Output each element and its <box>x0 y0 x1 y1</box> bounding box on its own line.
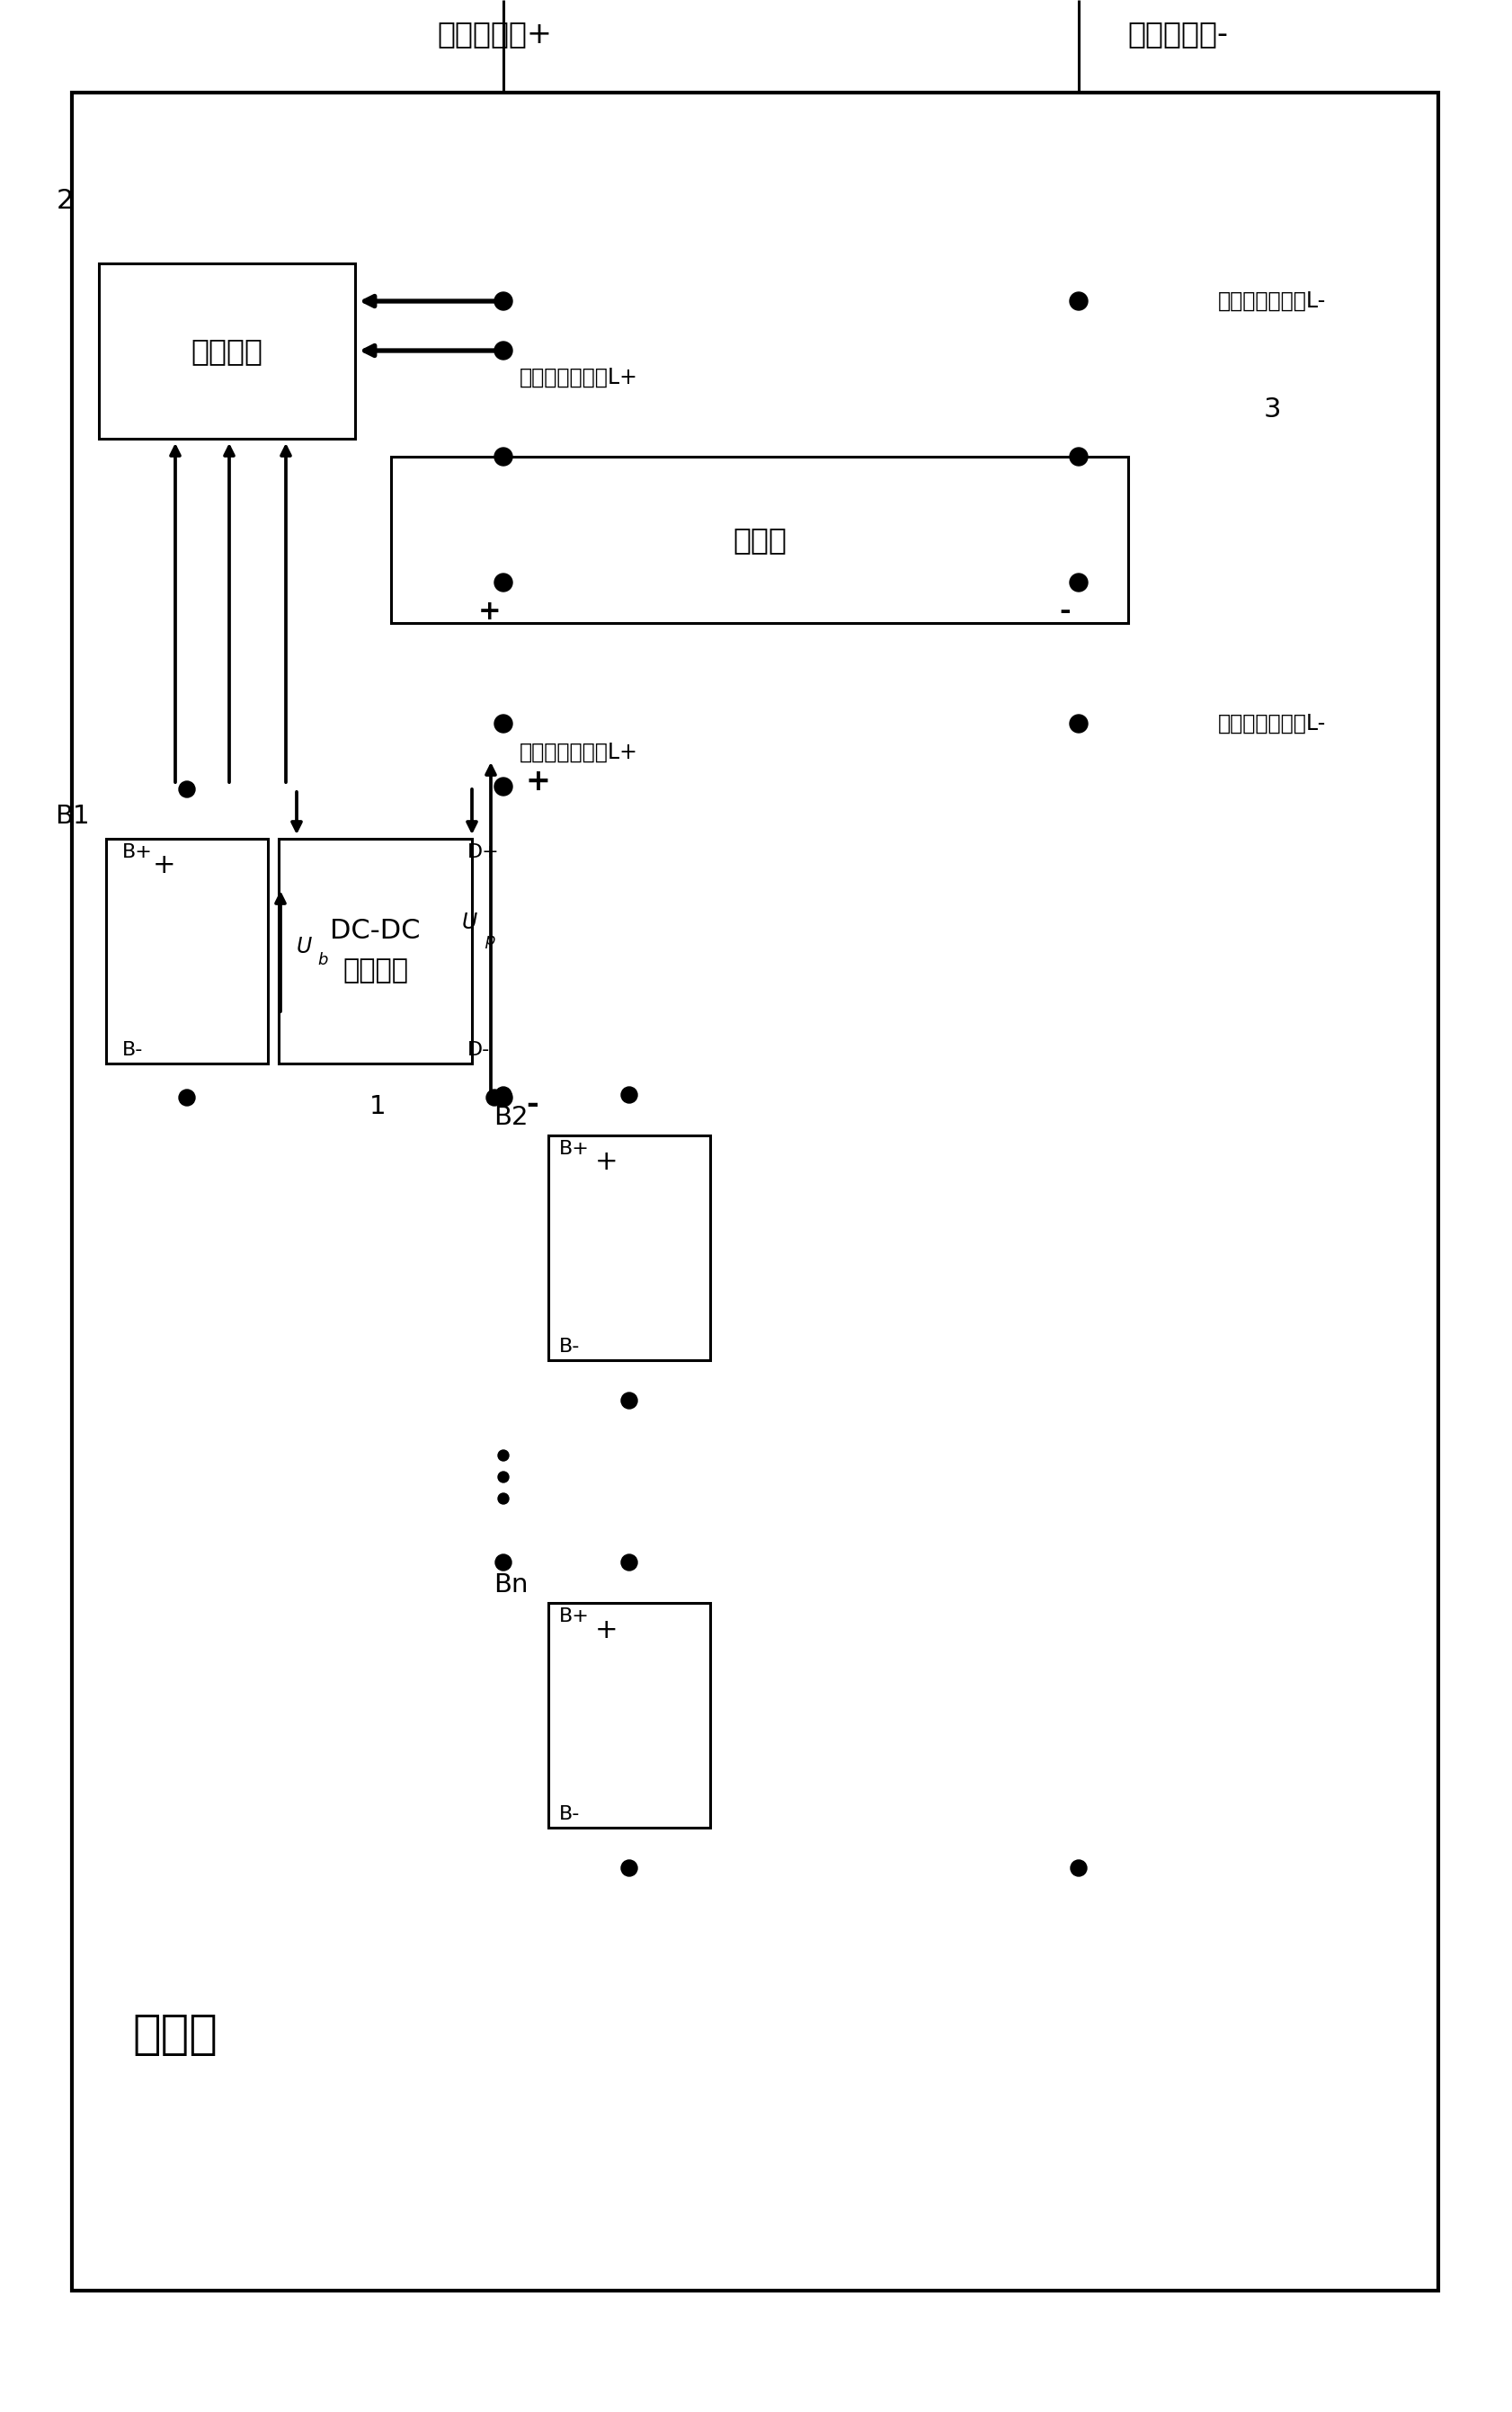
Text: 第一电压监测点L-: 第一电压监测点L- <box>1217 289 1326 311</box>
Text: 断路器: 断路器 <box>732 526 786 555</box>
Circle shape <box>178 781 195 798</box>
Text: 第一电压监测点L+: 第一电压监测点L+ <box>519 367 638 388</box>
Text: +: + <box>594 1616 618 1643</box>
Circle shape <box>178 1090 195 1105</box>
Text: B+: B+ <box>559 1141 590 1158</box>
Text: +: + <box>478 598 500 625</box>
Circle shape <box>1070 1860 1086 1877</box>
Circle shape <box>1069 714 1087 733</box>
Text: B-: B- <box>122 1042 144 1059</box>
Text: B-: B- <box>559 1804 579 1823</box>
Circle shape <box>494 1088 511 1102</box>
Text: 3: 3 <box>1263 396 1281 422</box>
Circle shape <box>494 1553 511 1570</box>
Text: B+: B+ <box>122 844 153 861</box>
Text: 正直流每线+: 正直流每线+ <box>437 19 552 48</box>
Text: B2: B2 <box>493 1105 528 1131</box>
Circle shape <box>621 1392 637 1409</box>
Text: DC-DC: DC-DC <box>330 919 420 946</box>
Text: Bn: Bn <box>493 1573 528 1597</box>
Text: -: - <box>526 1090 538 1119</box>
Text: p: p <box>484 933 494 948</box>
Circle shape <box>485 1090 502 1105</box>
Circle shape <box>621 1088 637 1102</box>
Bar <box>390 456 1128 622</box>
Text: U: U <box>296 936 311 958</box>
Text: D-: D- <box>467 1042 490 1059</box>
Text: b: b <box>318 953 328 967</box>
Bar <box>278 839 472 1064</box>
Text: 负直流每线-: 负直流每线- <box>1126 19 1228 48</box>
Bar <box>547 1136 709 1360</box>
Circle shape <box>494 292 513 311</box>
Circle shape <box>494 777 513 796</box>
Circle shape <box>1069 449 1087 466</box>
Text: B1: B1 <box>54 803 89 830</box>
Circle shape <box>621 1860 637 1877</box>
Text: 电池簇: 电池簇 <box>133 2012 218 2057</box>
Text: -: - <box>1058 598 1070 625</box>
Circle shape <box>497 1471 508 1483</box>
Text: B+: B+ <box>559 1606 590 1626</box>
Circle shape <box>494 343 513 359</box>
Text: 2: 2 <box>56 188 74 215</box>
Text: +: + <box>526 767 550 796</box>
Circle shape <box>497 1450 508 1462</box>
Circle shape <box>1069 292 1087 311</box>
Bar <box>98 263 355 439</box>
Text: 第二电压监测点L+: 第二电压监测点L+ <box>519 740 638 762</box>
Circle shape <box>494 1088 513 1107</box>
Text: U: U <box>461 912 476 933</box>
Text: +: + <box>594 1151 618 1175</box>
Circle shape <box>497 1493 508 1505</box>
Circle shape <box>1069 574 1087 591</box>
Circle shape <box>621 1553 637 1570</box>
Bar <box>547 1604 709 1828</box>
Text: 电源模块: 电源模块 <box>342 958 408 984</box>
Bar <box>106 839 268 1064</box>
Text: 第二电压监测点L-: 第二电压监测点L- <box>1217 714 1326 736</box>
Circle shape <box>494 449 513 466</box>
Text: D+: D+ <box>467 844 499 861</box>
Circle shape <box>494 714 513 733</box>
Circle shape <box>494 574 513 591</box>
Text: 监控模块: 监控模块 <box>191 335 263 367</box>
Text: 1: 1 <box>369 1095 386 1119</box>
Text: B-: B- <box>559 1339 579 1356</box>
Text: +: + <box>153 854 175 878</box>
